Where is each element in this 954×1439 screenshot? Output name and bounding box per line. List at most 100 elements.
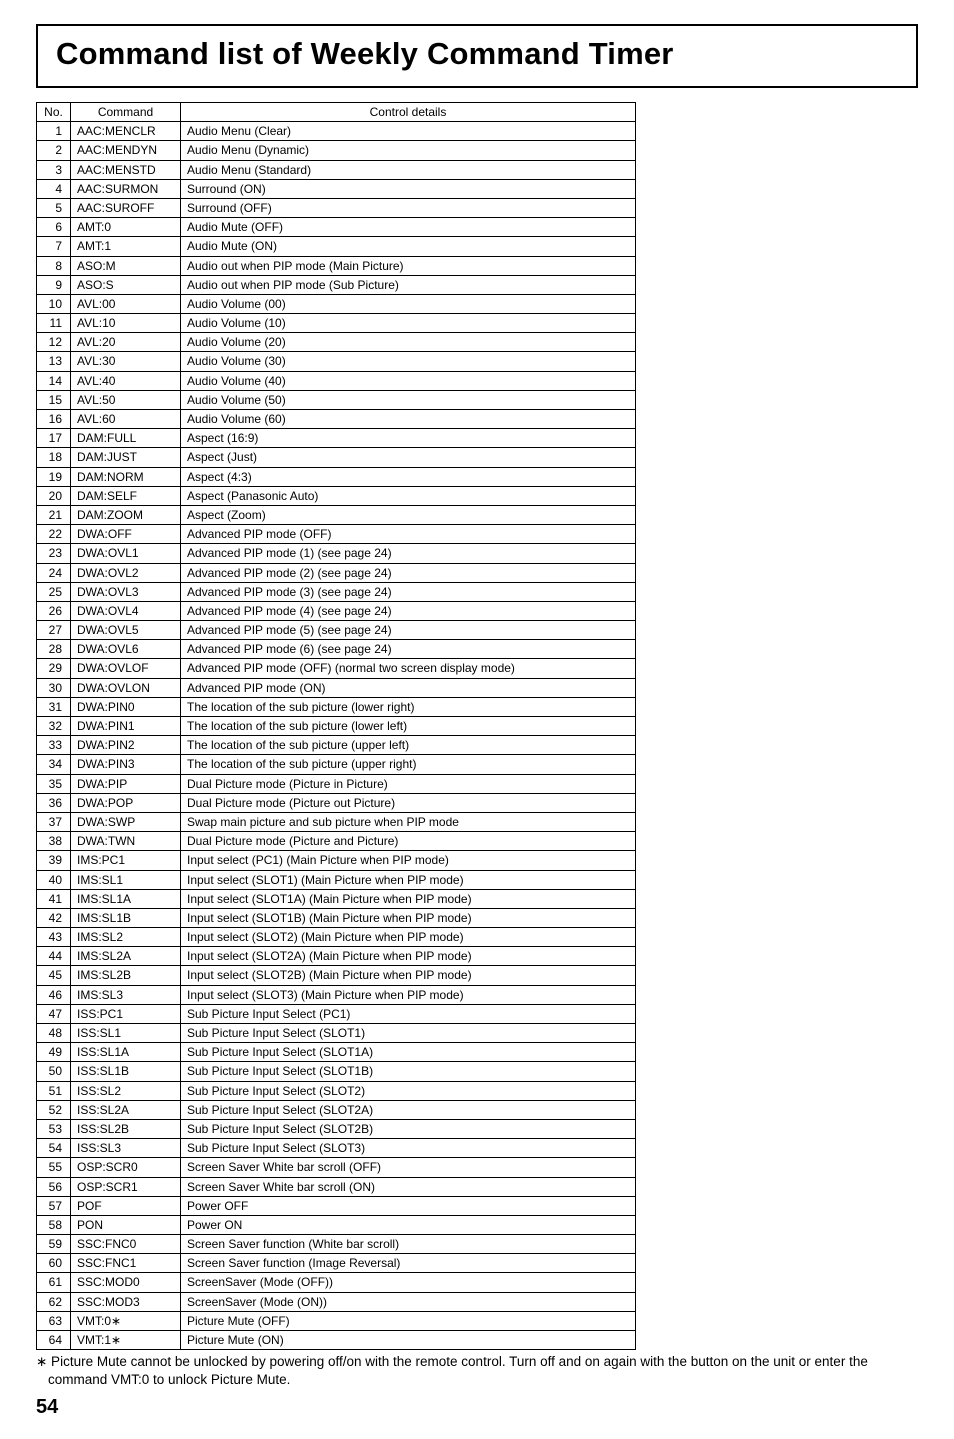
table-row: 15AVL:50Audio Volume (50) [37,390,636,409]
table-row: 28DWA:OVL6Advanced PIP mode (6) (see pag… [37,640,636,659]
cell-command: DWA:POP [71,793,181,812]
cell-no: 45 [37,966,71,985]
title-box: Command list of Weekly Command Timer [36,24,918,88]
table-row: 33DWA:PIN2The location of the sub pictur… [37,736,636,755]
cell-no: 29 [37,659,71,678]
cell-details: Audio Mute (ON) [181,237,636,256]
cell-details: Advanced PIP mode (1) (see page 24) [181,544,636,563]
cell-details: Dual Picture mode (Picture out Picture) [181,793,636,812]
cell-details: Aspect (Just) [181,448,636,467]
cell-command: DWA:OVLON [71,678,181,697]
cell-no: 5 [37,198,71,217]
cell-details: Screen Saver White bar scroll (OFF) [181,1158,636,1177]
cell-no: 50 [37,1062,71,1081]
cell-no: 23 [37,544,71,563]
cell-no: 14 [37,371,71,390]
cell-no: 11 [37,314,71,333]
cell-command: VMT:0∗ [71,1311,181,1330]
table-row: 39IMS:PC1Input select (PC1) (Main Pictur… [37,851,636,870]
cell-details: Audio out when PIP mode (Main Picture) [181,256,636,275]
table-row: 50ISS:SL1BSub Picture Input Select (SLOT… [37,1062,636,1081]
cell-details: Sub Picture Input Select (SLOT3) [181,1139,636,1158]
cell-details: Advanced PIP mode (OFF) [181,525,636,544]
table-row: 4AAC:SURMONSurround (ON) [37,179,636,198]
cell-no: 7 [37,237,71,256]
cell-details: Sub Picture Input Select (PC1) [181,1004,636,1023]
cell-command: DWA:OVL2 [71,563,181,582]
cell-no: 24 [37,563,71,582]
cell-details: Audio Volume (60) [181,410,636,429]
cell-no: 41 [37,889,71,908]
table-row: 17DAM:FULLAspect (16:9) [37,429,636,448]
table-row: 53ISS:SL2BSub Picture Input Select (SLOT… [37,1119,636,1138]
cell-no: 6 [37,218,71,237]
table-row: 22DWA:OFFAdvanced PIP mode (OFF) [37,525,636,544]
table-row: 58PONPower ON [37,1215,636,1234]
table-row: 57POFPower OFF [37,1196,636,1215]
cell-no: 19 [37,467,71,486]
cell-command: DWA:OVL6 [71,640,181,659]
cell-command: DWA:OVL5 [71,621,181,640]
cell-no: 22 [37,525,71,544]
cell-command: AVL:10 [71,314,181,333]
cell-no: 43 [37,928,71,947]
page: Command list of Weekly Command Timer No.… [0,0,954,1439]
cell-details: Advanced PIP mode (4) (see page 24) [181,601,636,620]
cell-no: 55 [37,1158,71,1177]
cell-command: ISS:SL1B [71,1062,181,1081]
cell-details: Advanced PIP mode (ON) [181,678,636,697]
table-row: 2AAC:MENDYNAudio Menu (Dynamic) [37,141,636,160]
cell-command: AAC:SUROFF [71,198,181,217]
cell-command: ISS:SL2B [71,1119,181,1138]
cell-details: Swap main picture and sub picture when P… [181,812,636,831]
cell-details: Surround (OFF) [181,198,636,217]
command-table: No. Command Control details 1AAC:MENCLRA… [36,102,636,1350]
cell-command: SSC:MOD0 [71,1273,181,1292]
cell-command: DWA:OVL3 [71,582,181,601]
cell-command: ASO:S [71,275,181,294]
cell-no: 33 [37,736,71,755]
cell-no: 26 [37,601,71,620]
table-row: 54ISS:SL3Sub Picture Input Select (SLOT3… [37,1139,636,1158]
cell-details: Screen Saver function (Image Reversal) [181,1254,636,1273]
cell-command: SSC:FNC1 [71,1254,181,1273]
cell-details: Audio Volume (10) [181,314,636,333]
cell-no: 54 [37,1139,71,1158]
table-row: 8ASO:MAudio out when PIP mode (Main Pict… [37,256,636,275]
cell-command: AAC:SURMON [71,179,181,198]
cell-no: 49 [37,1043,71,1062]
table-row: 18DAM:JUSTAspect (Just) [37,448,636,467]
cell-details: ScreenSaver (Mode (OFF)) [181,1273,636,1292]
cell-details: Aspect (Panasonic Auto) [181,486,636,505]
cell-details: Advanced PIP mode (5) (see page 24) [181,621,636,640]
table-row: 34DWA:PIN3The location of the sub pictur… [37,755,636,774]
cell-command: AVL:00 [71,294,181,313]
cell-no: 35 [37,774,71,793]
cell-command: DWA:PIN1 [71,717,181,736]
cell-no: 12 [37,333,71,352]
table-row: 47ISS:PC1Sub Picture Input Select (PC1) [37,1004,636,1023]
table-row: 12AVL:20Audio Volume (20) [37,333,636,352]
cell-details: Screen Saver White bar scroll (ON) [181,1177,636,1196]
cell-no: 37 [37,812,71,831]
table-row: 5AAC:SUROFFSurround (OFF) [37,198,636,217]
cell-command: DAM:SELF [71,486,181,505]
cell-details: Sub Picture Input Select (SLOT1A) [181,1043,636,1062]
cell-details: Input select (SLOT3) (Main Picture when … [181,985,636,1004]
cell-command: AVL:30 [71,352,181,371]
cell-details: Audio Mute (OFF) [181,218,636,237]
cell-no: 9 [37,275,71,294]
cell-details: Dual Picture mode (Picture and Picture) [181,832,636,851]
cell-command: AMT:1 [71,237,181,256]
table-row: 20DAM:SELFAspect (Panasonic Auto) [37,486,636,505]
cell-details: Aspect (4:3) [181,467,636,486]
cell-command: OSP:SCR1 [71,1177,181,1196]
table-row: 60SSC:FNC1Screen Saver function (Image R… [37,1254,636,1273]
cell-details: Input select (SLOT1B) (Main Picture when… [181,908,636,927]
cell-details: The location of the sub picture (lower l… [181,717,636,736]
cell-command: PON [71,1215,181,1234]
cell-details: Sub Picture Input Select (SLOT1B) [181,1062,636,1081]
table-row: 13AVL:30Audio Volume (30) [37,352,636,371]
cell-no: 32 [37,717,71,736]
cell-command: DAM:NORM [71,467,181,486]
